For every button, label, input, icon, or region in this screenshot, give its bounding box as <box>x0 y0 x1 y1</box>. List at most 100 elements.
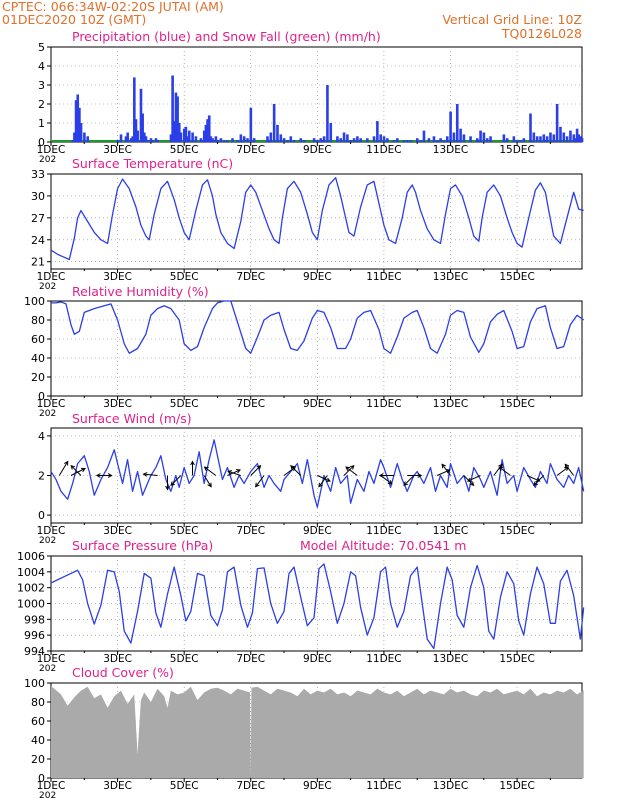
pressure-xtick-label: 1DEC <box>37 653 66 665</box>
precipitation-bar <box>346 134 349 142</box>
wind-arrow-shaft <box>204 466 217 476</box>
precipitation-bar <box>321 140 324 142</box>
temperature-xtick-label: 7DEC <box>236 271 265 283</box>
wind-arrow-head <box>466 477 472 482</box>
humidity-xtick-label: 5DEC <box>170 398 199 410</box>
precipitation-bar <box>502 134 506 142</box>
precipitation-bar <box>574 138 577 142</box>
precipitation-bar <box>216 140 219 142</box>
precipitation-bar <box>194 136 198 142</box>
precipitation-bar <box>349 140 353 142</box>
precipitation-bar <box>565 136 569 142</box>
precipitation-bar <box>282 138 286 142</box>
precipitation-bar <box>455 104 459 142</box>
precipitation-xtick-label: 9DEC <box>303 144 332 156</box>
temperature-ytick-label: 33 <box>31 168 45 181</box>
temperature-ytick-label: 21 <box>31 256 45 269</box>
pressure-xtick-label: 5DEC <box>170 653 199 665</box>
precipitation-bar <box>83 132 86 142</box>
wind-arrow-head <box>107 473 113 478</box>
wind-arrow-head <box>165 485 170 491</box>
precipitation-bar <box>207 115 211 142</box>
temperature-xtick-label: 9DEC <box>303 271 332 283</box>
wind-arrow-shaft <box>345 466 358 476</box>
wind-arrow-head <box>498 466 504 471</box>
precipitation-bar <box>141 113 144 142</box>
wind-xtick-label: 7DEC <box>236 525 265 537</box>
pressure-ytick-label: 1004 <box>17 566 45 579</box>
precipitation-bar <box>176 96 179 142</box>
humidity-xtick-label: 3DEC <box>103 398 132 410</box>
precipitation-bar <box>392 140 396 142</box>
precipitation-ytick-label: 1 <box>38 117 45 130</box>
humidity-title: Relative Humidity (%) <box>72 284 209 299</box>
wind-ytick-label: 2 <box>38 470 45 483</box>
precipitation-xtick-label: 7DEC <box>236 144 265 156</box>
precipitation-bar <box>316 140 319 142</box>
wind-arrow-head <box>498 463 503 469</box>
precipitation-bar <box>219 138 223 142</box>
cloud-cover-xtick-label: 15DEC <box>499 780 534 792</box>
humidity-xtick-label: 15DEC <box>499 398 534 410</box>
precipitation-bar <box>246 138 249 142</box>
wind-arrow-head <box>80 467 86 473</box>
precipitation-bar <box>442 140 446 142</box>
wind-arrow <box>493 463 503 476</box>
precipitation-bar <box>126 132 129 142</box>
precipitation-bar <box>199 138 203 142</box>
wind-arrow <box>203 466 217 476</box>
precipitation-bar <box>206 119 209 142</box>
wind-arrow-head <box>325 477 331 482</box>
precipitation-bar <box>279 134 283 142</box>
precipitation-bar <box>382 136 386 142</box>
wind-xtick-label: 5DEC <box>170 525 199 537</box>
precipitation-bar <box>209 136 213 142</box>
pressure-line <box>50 563 585 650</box>
wind-arrow-shaft <box>255 475 265 488</box>
wind-arrow <box>70 464 82 476</box>
precipitation-bar <box>379 134 382 142</box>
precipitation-xtick-label: 5DEC <box>170 144 199 156</box>
precipitation-bar <box>482 132 486 142</box>
precipitation-bar <box>286 140 289 142</box>
wind-arrow <box>318 475 328 488</box>
precipitation-bar <box>452 132 456 142</box>
precipitation-bar <box>124 136 128 142</box>
humidity-ytick-label: 100 <box>24 295 45 308</box>
wind-arrow-shaft <box>467 475 481 482</box>
wind-arrow-head <box>403 481 409 487</box>
precipitation-bar <box>427 138 431 142</box>
temperature-xtick-label: 15DEC <box>499 271 534 283</box>
pressure-xtick-label: 9DEC <box>303 653 332 665</box>
humidity-ytick-label: 0 <box>38 390 45 403</box>
precipitation-bar <box>549 132 552 142</box>
wind-arrow-shaft <box>533 475 545 486</box>
pressure-xtick-label: 15DEC <box>499 653 534 665</box>
wind-arrow-shaft <box>290 465 302 476</box>
precipitation-bar <box>226 140 229 142</box>
precipitation-bar <box>204 124 208 142</box>
precipitation-bar <box>211 138 214 142</box>
precipitation-bar <box>532 132 536 142</box>
wind-arrow-shaft <box>343 465 355 476</box>
precipitation-bar <box>386 138 389 142</box>
wind-arrow-head <box>564 463 570 469</box>
precipitation-bar <box>272 104 276 142</box>
wind-arrow <box>378 473 394 478</box>
pressure-ytick-label: 1006 <box>17 550 45 563</box>
wind-arrow-head <box>387 480 393 485</box>
precipitation-bar <box>319 138 323 142</box>
precipitation-bar <box>182 128 186 142</box>
wind-xtick-label: 15DEC <box>499 525 534 537</box>
wind-arrow-shaft <box>441 463 451 476</box>
cloud-cover-ytick-label: 60 <box>31 715 45 728</box>
pressure-ytick-label: 1000 <box>17 598 45 611</box>
wind-arrow-head <box>227 470 233 475</box>
temperature-xtick-label: 13DEC <box>433 271 468 283</box>
precipitation-bar <box>435 140 439 142</box>
humidity-ytick-label: 80 <box>31 314 45 327</box>
precipitation-ytick-label: 5 <box>38 41 45 54</box>
cloud-cover-area <box>51 685 584 778</box>
precipitation-bar <box>144 136 148 142</box>
